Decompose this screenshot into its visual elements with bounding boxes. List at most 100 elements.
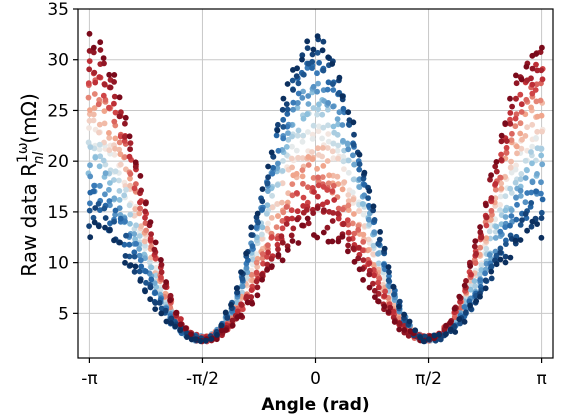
data-point (443, 322, 449, 329)
data-point (503, 241, 509, 248)
data-point (529, 179, 536, 186)
data-point (370, 251, 376, 257)
data-point (513, 162, 519, 169)
data-point (538, 112, 545, 119)
data-point (513, 143, 520, 150)
data-point (158, 257, 164, 263)
data-point (254, 284, 261, 291)
data-point (539, 196, 546, 203)
data-point (111, 151, 118, 158)
data-point (376, 284, 382, 291)
data-point (102, 224, 108, 231)
data-point (498, 185, 505, 192)
data-point (366, 202, 372, 209)
data-point (319, 111, 326, 118)
data-point (345, 169, 352, 176)
data-point (370, 203, 377, 210)
data-point (310, 83, 317, 90)
data-point (346, 236, 352, 243)
data-point (528, 104, 534, 111)
data-point (102, 191, 108, 198)
data-point (151, 246, 158, 253)
data-point (391, 319, 398, 325)
data-point (355, 255, 362, 262)
data-point (300, 132, 307, 139)
data-point (264, 210, 270, 217)
data-point (336, 74, 343, 81)
data-point (329, 61, 336, 67)
data-point (537, 49, 544, 55)
data-point (127, 171, 134, 177)
data-point (356, 166, 363, 173)
data-point (141, 238, 148, 245)
data-point (461, 318, 468, 325)
data-point (330, 87, 337, 93)
data-point (426, 336, 432, 342)
data-point (325, 138, 332, 145)
data-point (253, 269, 260, 276)
y-axis-title-subscript: nl (31, 152, 47, 165)
data-point (127, 182, 134, 189)
data-point (285, 130, 291, 137)
data-point (325, 180, 332, 187)
data-point (151, 280, 158, 286)
data-point (265, 188, 271, 195)
data-point (167, 297, 174, 304)
data-point (509, 103, 515, 110)
data-point (100, 157, 107, 164)
y-axis-title: Raw data R1ωnl (mΩ) (15, 93, 47, 277)
data-point (360, 211, 367, 218)
data-point (351, 211, 357, 217)
data-point (133, 240, 140, 247)
data-point (269, 234, 275, 240)
data-point (289, 133, 295, 140)
data-point (111, 237, 117, 244)
data-point (223, 327, 230, 333)
data-point (517, 176, 524, 183)
data-point (126, 241, 133, 248)
data-point (304, 38, 311, 45)
data-point (100, 92, 107, 99)
data-point (314, 70, 320, 77)
data-point (90, 111, 97, 118)
data-point (147, 284, 154, 291)
data-point (340, 206, 346, 213)
data-point (396, 303, 402, 310)
data-point (116, 139, 123, 146)
data-point (471, 243, 478, 250)
data-point (299, 95, 306, 101)
data-point (289, 77, 296, 84)
data-point (366, 188, 373, 194)
data-point (467, 286, 474, 293)
data-point (497, 193, 504, 200)
y-tick-label: 20 (47, 152, 69, 172)
data-point (493, 159, 500, 165)
data-point (123, 186, 129, 193)
data-point (168, 315, 175, 322)
data-point (309, 156, 316, 163)
data-point (255, 219, 261, 226)
data-point (86, 125, 92, 131)
data-point (303, 207, 310, 213)
data-point (283, 101, 290, 107)
data-point (456, 293, 463, 300)
data-point (467, 263, 474, 269)
data-point (314, 33, 321, 40)
data-point (534, 171, 540, 177)
data-point (289, 164, 295, 171)
data-point (222, 309, 229, 316)
data-point (147, 296, 154, 303)
data-point (158, 274, 164, 281)
data-point (259, 224, 266, 231)
data-point (274, 182, 281, 188)
data-point (289, 192, 296, 199)
data-point (320, 163, 327, 169)
data-point (309, 136, 316, 142)
data-point (371, 287, 378, 294)
data-point (116, 197, 123, 203)
data-point (512, 166, 519, 173)
data-point (293, 73, 300, 79)
data-point (131, 231, 138, 237)
data-point (522, 133, 529, 139)
data-point (299, 56, 305, 63)
